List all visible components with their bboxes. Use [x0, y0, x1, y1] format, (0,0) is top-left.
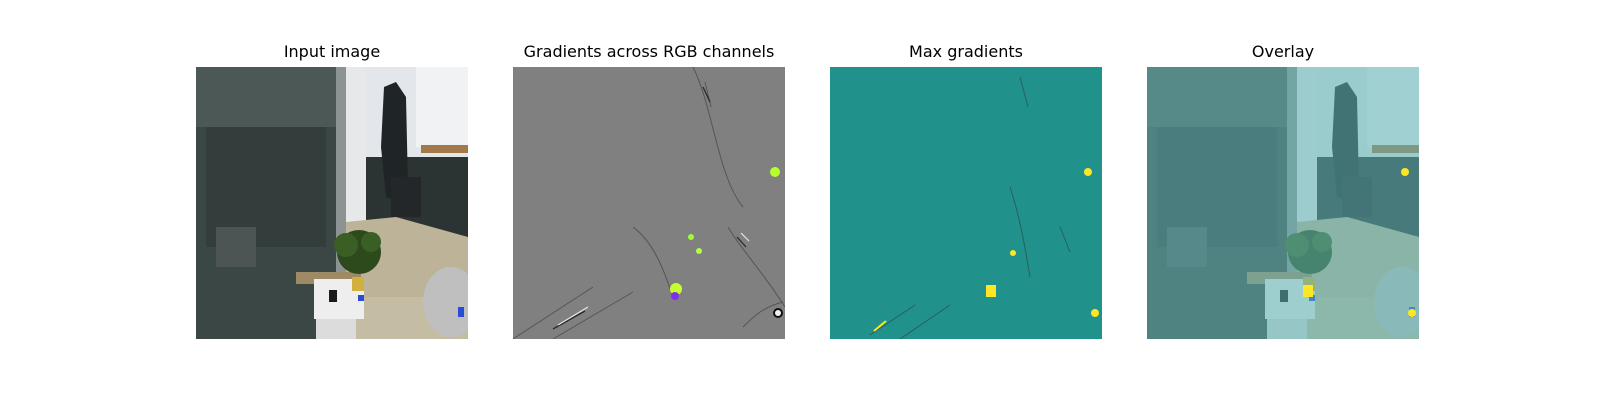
- panel-gradients-rgb: Gradients across RGB channels: [513, 0, 785, 400]
- overlay-image: [1147, 67, 1419, 339]
- max-gradients-image: [830, 67, 1102, 339]
- panel-overlay: Overlay: [1147, 0, 1419, 400]
- panel-title: Gradients across RGB channels: [523, 42, 775, 61]
- input-image: [196, 67, 468, 339]
- panel-input-image: Input image: [196, 0, 468, 400]
- panel-max-gradients: Max gradients: [830, 0, 1102, 400]
- panel-title: Overlay: [1251, 42, 1315, 61]
- gradients-rgb-image: [513, 67, 785, 339]
- panel-title: Input image: [283, 42, 381, 61]
- panel-title: Max gradients: [909, 42, 1023, 61]
